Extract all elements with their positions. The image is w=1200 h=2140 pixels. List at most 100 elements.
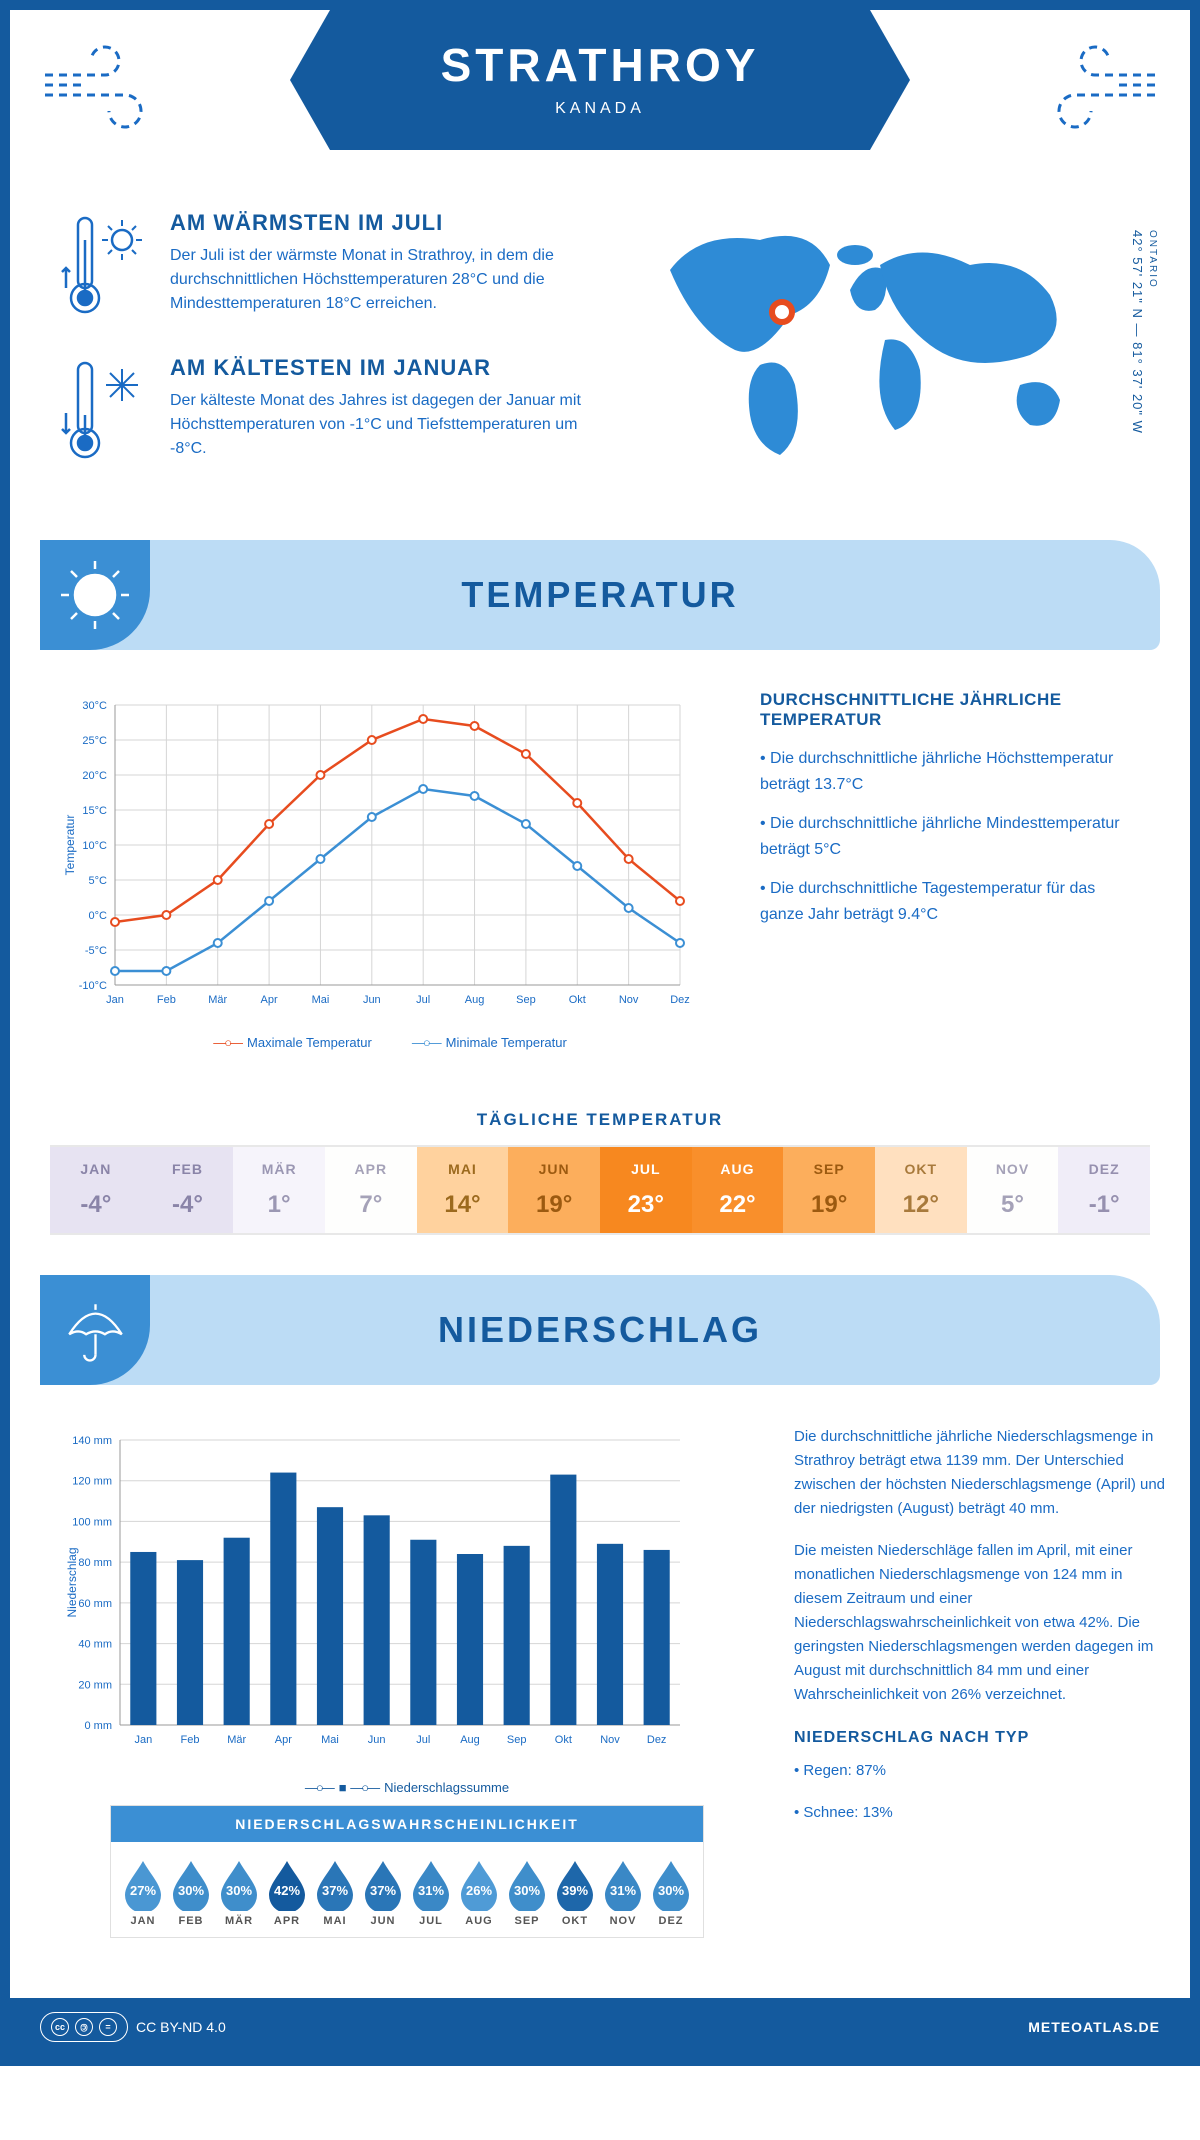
warmest-text: Der Juli ist der wärmste Monat in Strath…: [170, 244, 610, 316]
probability-title: NIEDERSCHLAGSWAHRSCHEINLICHKEIT: [111, 1806, 703, 1842]
svg-text:Jan: Jan: [134, 1734, 152, 1746]
temp-text-2: • Die durchschnittliche jährliche Mindes…: [760, 811, 1140, 862]
temp-text-heading: Durchschnittliche jährliche Temperatur: [760, 690, 1140, 730]
coords-label: 42° 57' 21" N — 81° 37' 20" W: [1130, 230, 1145, 434]
probability-drop: 26%AUG: [457, 1857, 501, 1927]
svg-text:60 mm: 60 mm: [78, 1598, 112, 1610]
region-label: ONTARIO: [1147, 230, 1158, 289]
thermometer-snow-icon: [60, 355, 150, 470]
svg-text:20 mm: 20 mm: [78, 1679, 112, 1691]
daily-cell: OKT12°: [875, 1147, 967, 1233]
temperature-heading: TEMPERATUR: [461, 574, 738, 616]
svg-text:Mär: Mär: [208, 994, 227, 1006]
daily-temp-table: JAN-4°FEB-4°MÄR1°APR7°MAI14°JUN19°JUL23°…: [50, 1145, 1150, 1235]
svg-text:Nov: Nov: [619, 994, 639, 1006]
probability-drop: 31%NOV: [601, 1857, 645, 1927]
wind-icon: [40, 35, 180, 140]
site-label: METEOATLAS.DE: [1028, 2019, 1160, 2035]
country-subtitle: KANADA: [330, 100, 870, 118]
svg-text:25°C: 25°C: [82, 735, 107, 747]
svg-text:Jun: Jun: [368, 1734, 386, 1746]
daily-cell: APR7°: [325, 1147, 417, 1233]
precip-rain: • Regen: 87%: [794, 1759, 1174, 1783]
svg-text:Okt: Okt: [555, 1734, 572, 1746]
svg-text:Sep: Sep: [507, 1734, 527, 1746]
precip-snow: • Schnee: 13%: [794, 1801, 1174, 1825]
svg-text:30°C: 30°C: [82, 700, 107, 712]
daily-cell: MÄR1°: [233, 1147, 325, 1233]
precip-p1: Die durchschnittliche jährliche Niedersc…: [794, 1425, 1174, 1521]
svg-text:80 mm: 80 mm: [78, 1557, 112, 1569]
daily-cell: AUG22°: [692, 1147, 784, 1233]
footer: cc🄯= CC BY-ND 4.0 METEOATLAS.DE: [10, 1998, 1190, 2056]
svg-text:Apr: Apr: [261, 994, 278, 1006]
svg-text:Niederschlag: Niederschlag: [65, 1547, 79, 1617]
svg-text:Feb: Feb: [157, 994, 176, 1006]
daily-cell: JAN-4°: [50, 1147, 142, 1233]
thermometer-sun-icon: [60, 210, 150, 325]
title-ribbon: STRATHROY KANADA: [330, 10, 870, 150]
daily-cell: MAI14°: [417, 1147, 509, 1233]
world-map: ONTARIO 42° 57' 21" N — 81° 37' 20" W: [640, 210, 1140, 500]
umbrella-icon: [40, 1275, 150, 1385]
probability-drop: 42%APR: [265, 1857, 309, 1927]
svg-text:-10°C: -10°C: [79, 980, 107, 992]
probability-panel: NIEDERSCHLAGSWAHRSCHEINLICHKEIT 27%JAN 30…: [110, 1805, 704, 1938]
svg-text:15°C: 15°C: [82, 805, 107, 817]
daily-cell: SEP19°: [783, 1147, 875, 1233]
precipitation-bar-chart: 0 mm20 mm40 mm60 mm80 mm100 mm120 mm140 …: [60, 1425, 754, 1978]
svg-text:10°C: 10°C: [82, 840, 107, 852]
svg-text:Aug: Aug: [465, 994, 485, 1006]
precip-p2: Die meisten Niederschläge fallen im Apri…: [794, 1539, 1174, 1707]
svg-text:Dez: Dez: [647, 1734, 667, 1746]
svg-text:Jun: Jun: [363, 994, 381, 1006]
coldest-fact: AM KÄLTESTEN IM JANUAR Der kälteste Mona…: [60, 355, 610, 470]
legend-max: Maximale Temperatur: [213, 1035, 372, 1050]
svg-text:100 mm: 100 mm: [72, 1516, 112, 1528]
svg-text:Aug: Aug: [460, 1734, 480, 1746]
daily-cell: JUL23°: [600, 1147, 692, 1233]
probability-drop: 30%MÄR: [217, 1857, 261, 1927]
svg-text:5°C: 5°C: [89, 875, 108, 887]
svg-text:Feb: Feb: [181, 1734, 200, 1746]
svg-text:120 mm: 120 mm: [72, 1476, 112, 1488]
coldest-text: Der kälteste Monat des Jahres ist dagege…: [170, 389, 610, 461]
cc-badge-icon: cc🄯=: [40, 2012, 128, 2042]
svg-text:40 mm: 40 mm: [78, 1639, 112, 1651]
svg-text:Temperatur: Temperatur: [63, 815, 77, 876]
legend-min: Minimale Temperatur: [412, 1035, 567, 1050]
svg-text:Mai: Mai: [321, 1734, 339, 1746]
precip-legend: ■ Niederschlagssumme: [305, 1780, 509, 1795]
probability-drop: 39%OKT: [553, 1857, 597, 1927]
sun-icon: [40, 540, 150, 650]
svg-text:Mär: Mär: [227, 1734, 246, 1746]
svg-text:Jul: Jul: [416, 994, 430, 1006]
svg-text:Sep: Sep: [516, 994, 536, 1006]
precip-type-heading: Niederschlag nach Typ: [794, 1725, 1174, 1751]
svg-text:Apr: Apr: [275, 1734, 292, 1746]
probability-drop: 27%JAN: [121, 1857, 165, 1927]
probability-drop: 30%SEP: [505, 1857, 549, 1927]
svg-text:Okt: Okt: [569, 994, 586, 1006]
daily-cell: JUN19°: [508, 1147, 600, 1233]
daily-cell: DEZ-1°: [1058, 1147, 1150, 1233]
temp-text-3: • Die durchschnittliche Tagestemperatur …: [760, 876, 1140, 927]
probability-drop: 37%MAI: [313, 1857, 357, 1927]
svg-text:Dez: Dez: [670, 994, 690, 1006]
warmest-title: AM WÄRMSTEN IM JULI: [170, 210, 610, 236]
probability-drop: 37%JUN: [361, 1857, 405, 1927]
probability-drop: 31%JUL: [409, 1857, 453, 1927]
wind-icon: [1020, 35, 1160, 140]
svg-text:0 mm: 0 mm: [85, 1720, 113, 1732]
precipitation-heading: NIEDERSCHLAG: [438, 1309, 762, 1351]
temp-text-1: • Die durchschnittliche jährliche Höchst…: [760, 746, 1140, 797]
svg-text:Jul: Jul: [416, 1734, 430, 1746]
temperature-line-chart: -10°C-5°C0°C5°C10°C15°C20°C25°C30°CJanFe…: [60, 690, 720, 1050]
daily-cell: FEB-4°: [142, 1147, 234, 1233]
svg-text:Jan: Jan: [106, 994, 124, 1006]
precipitation-banner: NIEDERSCHLAG: [40, 1275, 1160, 1385]
svg-text:0°C: 0°C: [89, 910, 108, 922]
header: STRATHROY KANADA: [10, 10, 1190, 180]
daily-temp-title: TÄGLICHE TEMPERATUR: [10, 1110, 1190, 1130]
temperature-banner: TEMPERATUR: [40, 540, 1160, 650]
